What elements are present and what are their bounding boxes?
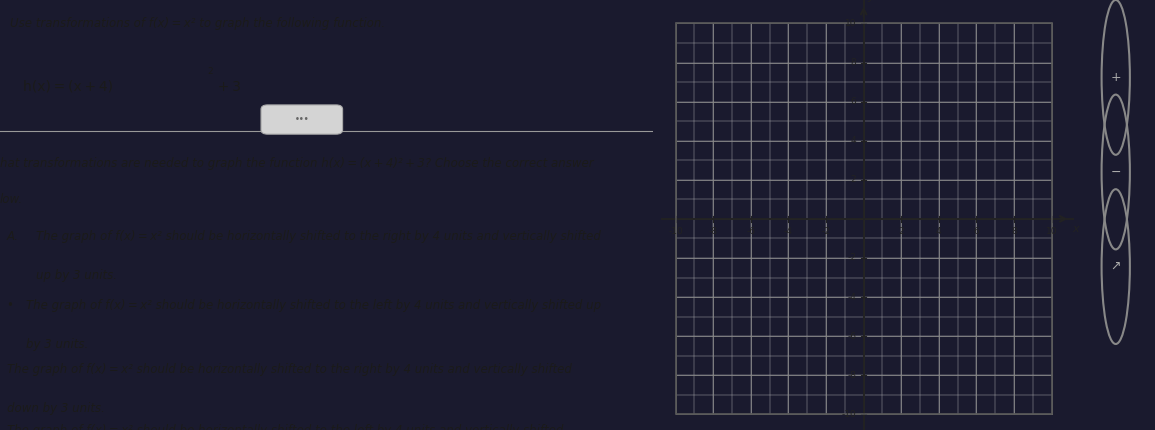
Text: h(x) = (x + 4): h(x) = (x + 4) xyxy=(23,80,113,94)
Text: •••: ••• xyxy=(295,115,310,123)
Text: 4: 4 xyxy=(936,227,941,236)
Text: ↗: ↗ xyxy=(1110,260,1122,273)
Text: -4: -4 xyxy=(784,227,792,236)
Text: x: x xyxy=(1072,224,1079,234)
Text: -2: -2 xyxy=(821,227,830,236)
Text: y: y xyxy=(867,0,874,2)
Text: 2: 2 xyxy=(899,227,904,236)
Text: -10: -10 xyxy=(669,227,683,236)
Text: 4: 4 xyxy=(850,136,856,145)
Text: -8: -8 xyxy=(709,227,717,236)
Text: -6: -6 xyxy=(847,332,856,341)
Text: -2: -2 xyxy=(848,254,856,262)
Text: -4: -4 xyxy=(848,292,856,301)
Text: hat transformations are needed to graph the function h(x) = (x + 4)² + 3? Choose: hat transformations are needed to graph … xyxy=(0,157,594,170)
Text: A.: A. xyxy=(7,230,18,243)
Text: down by 3 units.: down by 3 units. xyxy=(7,402,104,415)
Text: 2: 2 xyxy=(208,67,214,76)
Text: 10: 10 xyxy=(1045,227,1057,236)
Text: + 3: + 3 xyxy=(215,80,241,94)
Text: 6: 6 xyxy=(850,97,856,106)
Text: -10: -10 xyxy=(841,410,856,419)
Text: by 3 units.: by 3 units. xyxy=(27,338,88,350)
Text: 8: 8 xyxy=(850,58,856,67)
Text: 10: 10 xyxy=(844,19,856,28)
FancyBboxPatch shape xyxy=(261,105,343,134)
Text: 6: 6 xyxy=(974,227,979,236)
Text: 8: 8 xyxy=(1011,227,1016,236)
Text: 2: 2 xyxy=(850,175,856,184)
Text: -8: -8 xyxy=(847,371,856,380)
Text: The graph of f(x) = x² should be horizontally shifted to the left by 4 units and: The graph of f(x) = x² should be horizon… xyxy=(7,424,562,430)
Text: The graph of f(x) = x² should be horizontally shifted to the right by 4 units an: The graph of f(x) = x² should be horizon… xyxy=(7,363,572,376)
Text: low.: low. xyxy=(0,194,23,206)
Text: Use transformations of f(x) = x² to graph the following function.: Use transformations of f(x) = x² to grap… xyxy=(9,17,385,30)
Text: The graph of f(x) = x² should be horizontally shifted to the left by 4 units and: The graph of f(x) = x² should be horizon… xyxy=(27,299,602,312)
Text: +: + xyxy=(1110,71,1122,84)
Text: •: • xyxy=(7,299,14,312)
Text: The graph of f(x) = x² should be horizontally shifted to the right by 4 units an: The graph of f(x) = x² should be horizon… xyxy=(36,230,601,243)
Text: -6: -6 xyxy=(746,227,755,236)
Text: up by 3 units.: up by 3 units. xyxy=(36,269,117,282)
Text: −: − xyxy=(1110,166,1122,178)
